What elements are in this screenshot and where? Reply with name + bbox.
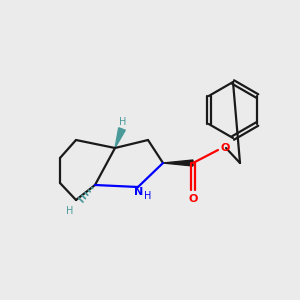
Text: O: O	[220, 143, 230, 153]
Text: H: H	[66, 206, 74, 216]
Text: N: N	[134, 187, 144, 197]
Text: H: H	[144, 191, 152, 201]
Text: H: H	[119, 117, 127, 127]
Text: O: O	[188, 194, 198, 204]
Polygon shape	[163, 160, 193, 166]
Polygon shape	[115, 128, 125, 148]
